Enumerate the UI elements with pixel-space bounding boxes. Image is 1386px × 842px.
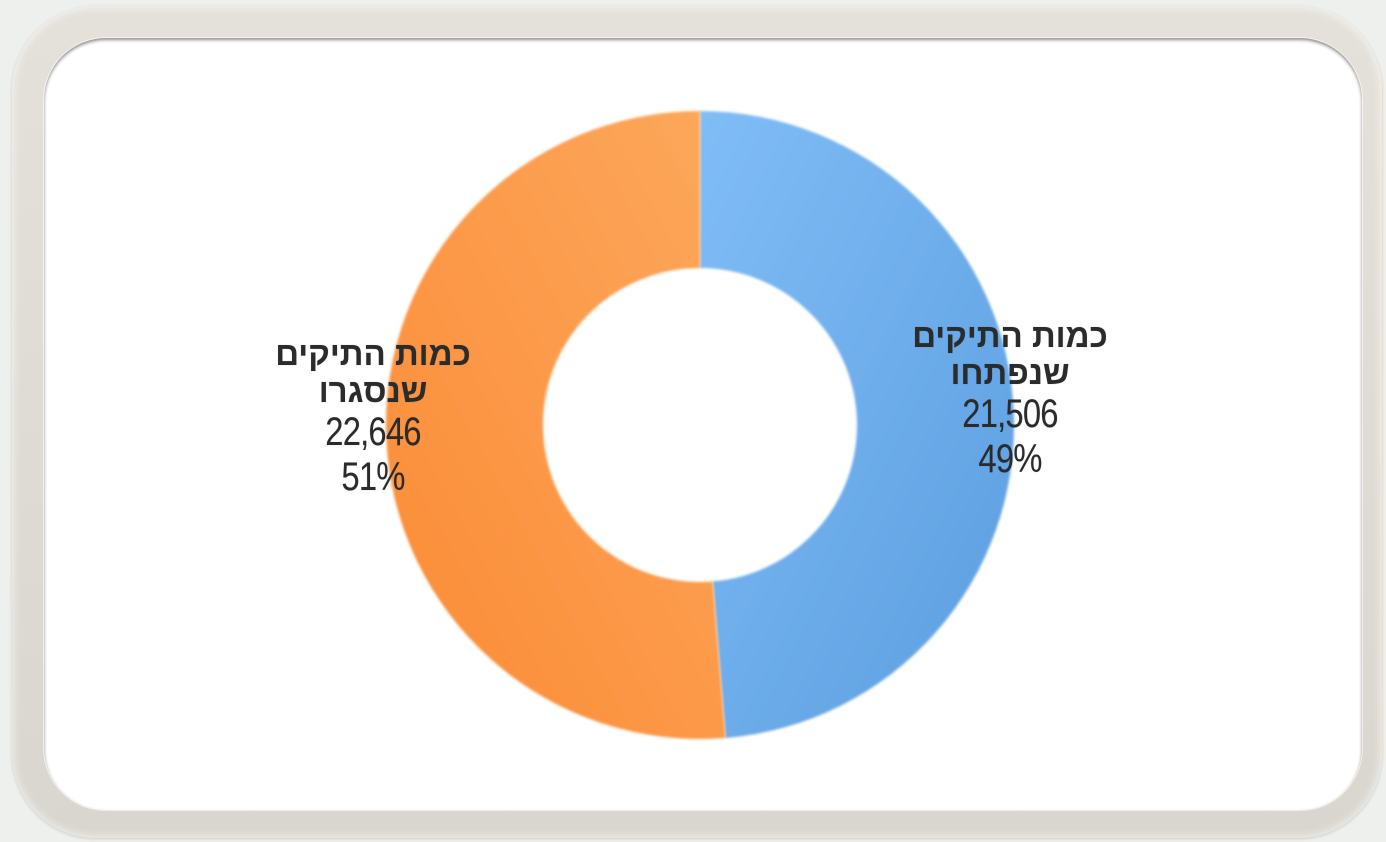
data-label-percent: 51% <box>341 454 405 499</box>
data-label-opened: כמות התיקים שנפתחו 21,506 49% <box>885 317 1135 482</box>
data-label-value: 21,506 <box>962 391 1058 436</box>
data-label-percent: 49% <box>978 436 1042 481</box>
data-label-value: 22,646 <box>325 409 421 454</box>
data-label-category: כמות התיקים שנפתחו <box>912 317 1108 391</box>
data-label-closed: כמות התיקים שנסגרו 22,646 51% <box>248 335 498 500</box>
donut-slice-closed <box>385 111 726 739</box>
donut-slice-opened <box>700 111 1014 738</box>
data-label-category: כמות התיקים שנסגרו <box>275 335 471 409</box>
